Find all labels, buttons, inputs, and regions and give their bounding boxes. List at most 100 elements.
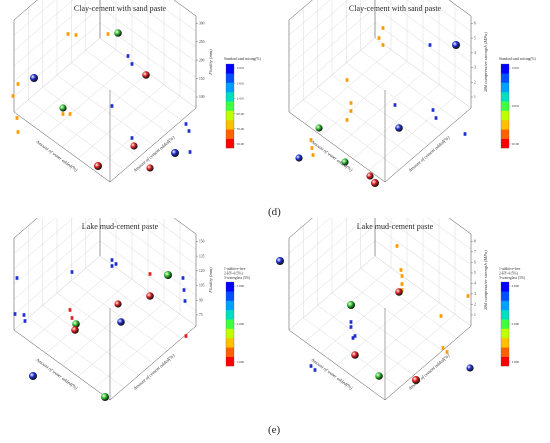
z-tick-label: 6	[474, 22, 476, 26]
data-sphere	[466, 364, 474, 372]
data-marker	[15, 116, 19, 120]
data-marker	[110, 104, 114, 108]
data-marker	[311, 153, 315, 157]
z-tick-label: 4	[474, 282, 476, 286]
wall-gridline	[13, 218, 56, 254]
data-sphere	[130, 142, 138, 150]
colorbar-tick-label: 3.000	[237, 284, 245, 288]
chart-panel-fluidity-lakemud: Lake mud-cement paste 75 90 105 120 135 150 Fl…	[0, 218, 275, 408]
data-marker	[349, 109, 353, 113]
colorbar-swatch	[226, 338, 234, 348]
axis-edge	[288, 329, 386, 401]
wall-gridline	[427, 0, 472, 32]
legend-title-line: 1-additive-free	[224, 267, 246, 271]
data-marker	[441, 346, 445, 350]
data-marker	[399, 268, 403, 272]
axis-edge	[288, 0, 313, 21]
colorbar-tick-label: 130.0	[237, 81, 245, 85]
data-marker	[130, 62, 134, 66]
floor-gridline	[71, 280, 168, 351]
chart-plot: 75 90 105 120 135 150 Fluidity (mm) Amount of c…	[13, 218, 251, 401]
legend-title-line: 3-waterglass (5%)	[224, 276, 251, 280]
colorbar-swatch	[226, 73, 234, 83]
axis-edge	[13, 0, 38, 21]
colorbar-swatch	[501, 347, 509, 357]
colorbar-swatch	[226, 82, 234, 93]
floor-gridline	[360, 50, 457, 121]
legend-title-line: 1-additive-free	[499, 267, 521, 271]
data-sphere	[412, 376, 420, 384]
data-sphere	[72, 320, 80, 328]
data-marker	[13, 312, 17, 316]
data-sphere	[347, 301, 355, 309]
axis-edge	[448, 0, 472, 17]
colorbar-tick-label: 100.0	[512, 104, 520, 108]
colorbar-tick-label: 1.000	[237, 360, 245, 364]
data-sphere	[146, 292, 154, 300]
data-marker	[130, 136, 134, 140]
z-tick-label: 150	[199, 240, 205, 244]
data-marker	[353, 334, 357, 338]
legend-title-line: 2-HY-4 (5%)	[499, 271, 519, 275]
colorbar-tick-label: 110.0	[237, 97, 245, 101]
data-marker	[181, 276, 185, 280]
colorbar-swatch	[501, 328, 509, 339]
floor-gridline	[77, 84, 165, 159]
chart-plot: 100 150 200 250 300 Fluidity (mm) Amount of ce…	[11, 0, 262, 183]
colorbar-tick-label: 150.0	[237, 66, 245, 70]
data-marker	[16, 130, 20, 134]
panel-label-e: (e)	[268, 424, 281, 436]
data-marker	[434, 116, 438, 120]
y-axis-label: Amount of water added(%)	[34, 138, 78, 172]
wall-gridline	[288, 218, 331, 254]
z-tick-label: 75	[199, 313, 203, 317]
wall-gridline	[288, 0, 349, 51]
z-tick-label: 2	[474, 303, 476, 307]
colorbar-swatch	[501, 101, 509, 111]
chart-plot: 1 2 3 4 5 6 28d compressive strength (MPa) Amou…	[288, 0, 537, 187]
colorbar-swatch	[226, 120, 234, 130]
axis-edge	[288, 111, 386, 183]
z-tick-label: 5	[474, 271, 476, 275]
z-tick-label: 2	[474, 80, 476, 84]
axis-edge	[288, 218, 313, 239]
data-sphere	[351, 351, 359, 359]
colorbar-swatch	[226, 282, 234, 292]
chart-panel-strength-lakemud: Lake mud-cement paste 1 2 3 4 5 6 7 8 28d compre…	[275, 218, 550, 408]
data-sphere	[276, 257, 284, 265]
floor-gridline	[374, 37, 472, 109]
z-axis-label: 28d compressive strength (MPa)	[483, 250, 488, 310]
data-marker	[439, 314, 443, 318]
floor-gridline	[61, 72, 149, 148]
colorbar-swatch	[226, 319, 234, 329]
colorbar-swatch	[501, 356, 509, 367]
z-tick-label: 105	[199, 284, 205, 288]
data-marker	[70, 270, 74, 274]
wall-gridline	[427, 218, 472, 250]
data-marker	[377, 36, 381, 40]
z-tick-label: 100	[199, 95, 205, 99]
colorbar-swatch	[501, 291, 509, 301]
colorbar-swatch	[501, 138, 509, 149]
colorbar-swatch	[501, 64, 509, 74]
data-marker	[184, 334, 188, 338]
colorbar-tick-label: 150.0	[512, 66, 520, 70]
data-marker	[66, 32, 70, 36]
z-tick-label: 300	[199, 22, 205, 26]
colorbar-swatch	[226, 92, 234, 102]
data-sphere	[142, 71, 150, 79]
colorbar-swatch	[226, 328, 234, 339]
data-sphere	[30, 74, 38, 82]
data-sphere	[375, 372, 383, 380]
floor-gridline	[346, 280, 443, 351]
z-tick-label: 120	[199, 269, 205, 273]
data-sphere	[71, 326, 79, 334]
data-marker	[351, 336, 355, 340]
data-marker	[431, 108, 435, 112]
colorbar-swatch	[501, 73, 509, 83]
data-marker	[349, 101, 353, 105]
data-marker	[15, 276, 19, 280]
colorbar-swatch	[226, 138, 234, 149]
colorbar-swatch	[226, 110, 234, 121]
chart-plot: 1 2 3 4 5 6 7 8 28d compressive strength (MPa) Am…	[276, 218, 526, 401]
